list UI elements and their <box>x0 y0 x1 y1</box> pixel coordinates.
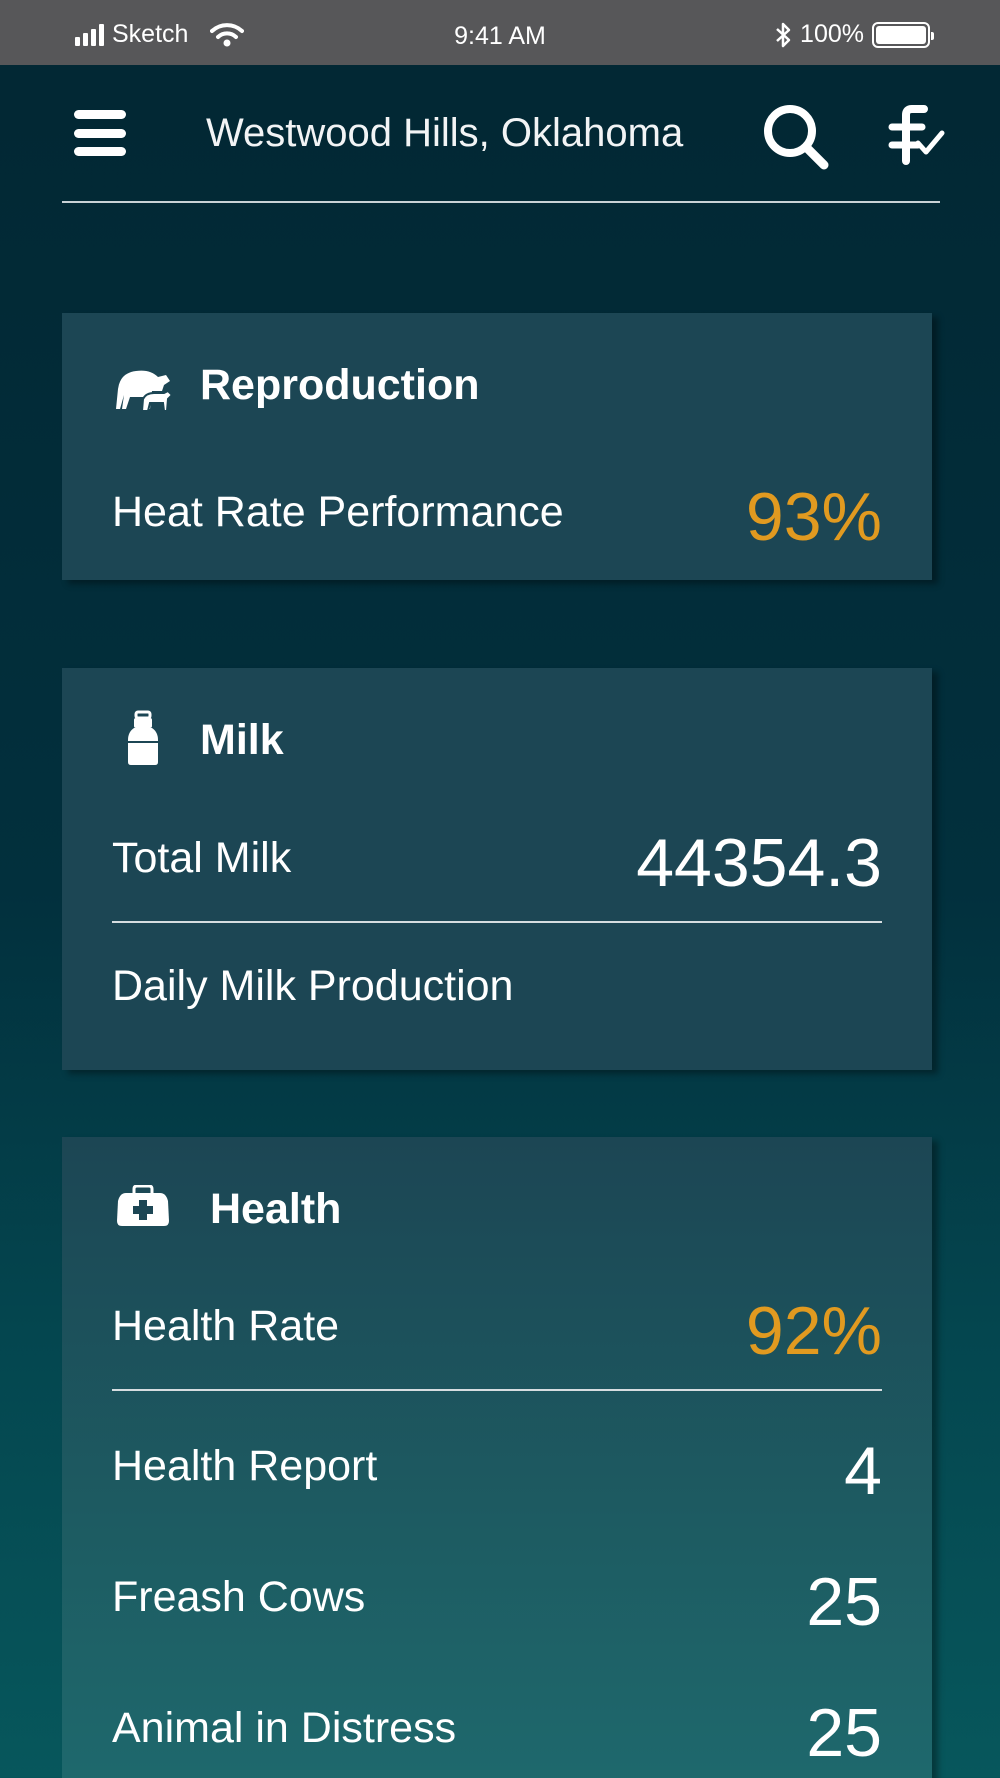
cow-calf-icon <box>116 370 174 412</box>
total-milk-value: 44354.3 <box>636 825 882 901</box>
menu-icon <box>74 110 126 119</box>
row-divider <box>112 1389 882 1391</box>
signal-icon <box>75 23 104 46</box>
milk-card[interactable]: Milk Total Milk 44354.3 Daily Milk Produ… <box>62 668 932 1070</box>
status-bar: Sketch 9:41 AM 100% <box>0 0 1000 65</box>
health-report-value: 4 <box>844 1433 882 1509</box>
carrier-label: Sketch <box>112 20 189 48</box>
row-label: Heat Rate Performance <box>112 488 564 536</box>
row-label: Animal in Distress <box>112 1704 457 1752</box>
health-rate-row[interactable]: Health Rate 92% <box>112 1293 882 1372</box>
health-card[interactable]: Health Health Rate 92% Health Report 4 F… <box>62 1137 932 1778</box>
reproduction-card[interactable]: Reproduction Heat Rate Performance 93% <box>62 313 932 580</box>
filter-check-icon[interactable] <box>888 105 948 167</box>
row-label: Health Report <box>112 1442 378 1490</box>
row-label: Total Milk <box>112 834 292 882</box>
card-title: Health <box>210 1185 342 1233</box>
health-report-row[interactable]: Health Report 4 <box>112 1433 882 1512</box>
status-time: 9:41 AM <box>454 22 546 50</box>
battery-icon <box>872 21 934 48</box>
heat-rate-row[interactable]: Heat Rate Performance 93% <box>112 479 882 558</box>
menu-button[interactable] <box>74 110 126 156</box>
health-rate-value: 92% <box>745 1293 882 1369</box>
app-header: Westwood Hills, Oklahoma <box>62 65 945 203</box>
fresh-cows-row[interactable]: Freash Cows 25 <box>112 1564 882 1643</box>
fresh-cows-value: 25 <box>806 1564 882 1640</box>
heat-rate-value: 93% <box>745 479 882 555</box>
bluetooth-icon <box>776 22 791 47</box>
header-divider <box>62 201 940 203</box>
milk-can-icon <box>128 710 158 765</box>
wifi-icon <box>210 22 245 46</box>
row-label: Daily Milk Production <box>112 962 514 1010</box>
status-right: 100% <box>774 20 934 49</box>
total-milk-row[interactable]: Total Milk 44354.3 <box>112 825 882 904</box>
animal-distress-value: 25 <box>806 1695 882 1771</box>
status-left: Sketch <box>75 20 245 49</box>
card-title: Milk <box>200 716 284 764</box>
card-title: Reproduction <box>200 361 480 409</box>
location-title[interactable]: Westwood Hills, Oklahoma <box>206 111 684 155</box>
search-icon[interactable] <box>760 101 832 173</box>
row-divider <box>112 921 882 923</box>
medical-kit-icon <box>117 1185 169 1226</box>
row-label: Freash Cows <box>112 1573 366 1621</box>
row-label: Health Rate <box>112 1302 340 1350</box>
daily-milk-row[interactable]: Daily Milk Production <box>112 962 882 1032</box>
animal-distress-row[interactable]: Animal in Distress 25 <box>112 1695 882 1774</box>
battery-label: 100% <box>800 20 864 48</box>
